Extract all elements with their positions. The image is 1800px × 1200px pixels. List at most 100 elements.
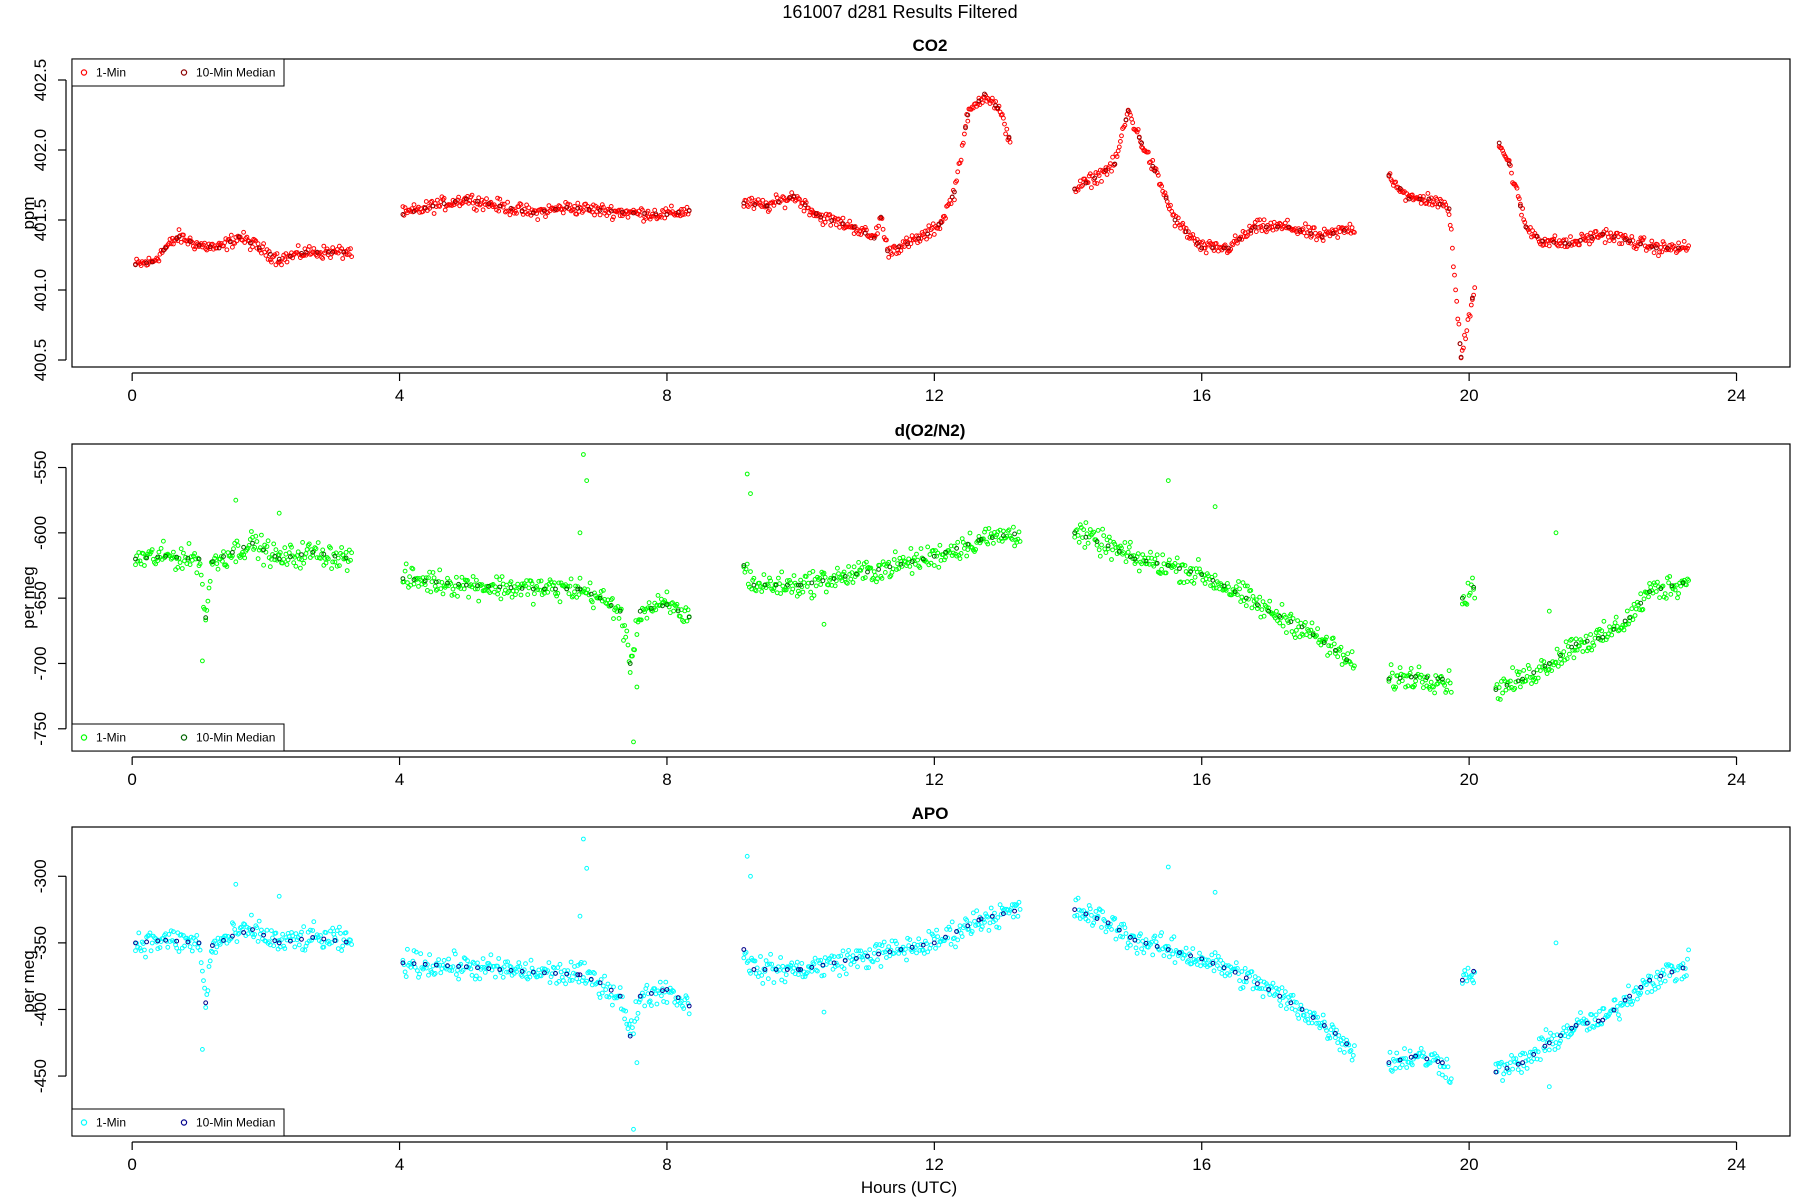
median-point [575, 972, 581, 978]
data-point [560, 210, 566, 216]
data-point [625, 1026, 631, 1032]
median-point [1435, 676, 1441, 682]
legend-marker [80, 734, 88, 741]
data-point [1349, 649, 1355, 655]
data-point [1563, 1028, 1569, 1034]
median-point [174, 938, 180, 944]
data-point [213, 553, 219, 559]
data-point [1597, 1008, 1602, 1014]
data-point [781, 195, 787, 201]
x-tick-label: 24 [1727, 386, 1746, 405]
data-point [1211, 968, 1217, 974]
data-point [1159, 183, 1164, 189]
data-point [1206, 957, 1211, 963]
data-point [642, 1003, 648, 1009]
data-point [1674, 977, 1679, 983]
median-point [411, 961, 417, 966]
data-point [1013, 903, 1019, 909]
median-point [818, 214, 824, 220]
y-tick-label: 401.0 [31, 269, 50, 312]
median-point [1523, 224, 1529, 230]
data-point [1638, 591, 1644, 597]
data-point [871, 569, 877, 574]
data-point [1589, 647, 1595, 653]
data-point [1158, 571, 1163, 576]
data-point [973, 547, 978, 552]
median-point [519, 586, 525, 591]
data-point [826, 957, 831, 962]
median-point [497, 584, 503, 590]
data-point [1444, 1056, 1450, 1062]
median-point [1558, 652, 1563, 658]
data-point [1647, 581, 1652, 586]
data-point [931, 232, 937, 237]
data-point [1212, 889, 1218, 895]
median-point [1520, 1060, 1525, 1066]
data-point [477, 976, 483, 982]
data-point [1196, 557, 1201, 562]
data-point [1674, 582, 1679, 588]
data-point [554, 593, 559, 599]
data-point [1467, 313, 1473, 319]
data-point [1681, 239, 1687, 244]
median-point [553, 206, 558, 212]
median-point [1210, 577, 1216, 583]
data-point [506, 589, 512, 594]
data-point [765, 976, 771, 982]
median-point [411, 208, 417, 214]
median-point [1638, 984, 1644, 990]
data-point [804, 970, 810, 975]
data-point [1407, 1048, 1413, 1054]
data-point [1089, 912, 1094, 918]
data-point [557, 599, 563, 605]
data-point [329, 566, 335, 571]
data-point [1125, 940, 1131, 946]
data-point [581, 836, 586, 842]
data-point [1553, 659, 1559, 665]
median-point [1386, 172, 1392, 178]
median-point [1649, 244, 1655, 250]
data-point [1659, 249, 1665, 255]
median-point [1680, 965, 1686, 971]
data-point [1521, 217, 1527, 223]
data-point [625, 214, 631, 220]
median-point [1319, 234, 1325, 240]
median-point [163, 553, 169, 559]
data-point [671, 608, 676, 614]
data-point [935, 934, 941, 939]
data-point [901, 951, 907, 956]
median-point [586, 206, 592, 212]
data-point [1630, 998, 1636, 1004]
data-point [167, 236, 173, 242]
median-point [1611, 626, 1617, 632]
data-point [1591, 643, 1597, 648]
data-point [784, 578, 790, 584]
data-point [325, 556, 331, 562]
data-point [1270, 611, 1276, 616]
data-point [476, 598, 482, 604]
data-point [1651, 250, 1657, 256]
data-point [1161, 953, 1167, 959]
data-point [1402, 1046, 1407, 1051]
data-point [249, 912, 254, 918]
data-point [1499, 145, 1504, 151]
data-point [330, 925, 336, 931]
data-point [329, 940, 335, 946]
data-point [1393, 684, 1398, 690]
data-point [681, 1006, 687, 1011]
median-point [1518, 203, 1523, 209]
median-point [1546, 661, 1552, 666]
data-point [684, 204, 690, 210]
data-point [855, 964, 860, 970]
data-point [1506, 685, 1512, 691]
data-point [509, 594, 515, 600]
data-point [256, 918, 262, 924]
data-point [821, 972, 827, 978]
data-point [630, 1025, 635, 1030]
data-point [877, 942, 883, 948]
data-point [168, 241, 174, 247]
x-tick-label: 4 [395, 386, 404, 405]
data-point [1285, 217, 1290, 223]
median-point [1460, 977, 1465, 983]
data-point [523, 961, 528, 967]
